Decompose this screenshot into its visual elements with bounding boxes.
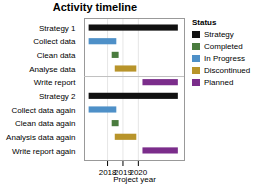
svg-text:Clean data: Clean data [37, 51, 76, 60]
svg-text:Analysis data again: Analysis data again [6, 133, 75, 142]
svg-text:Collect data: Collect data [33, 37, 76, 46]
svg-text:Strategy 1: Strategy 1 [39, 24, 76, 33]
html-text:Completed: Completed [204, 42, 243, 51]
svg-text:2018: 2018 [98, 168, 117, 178]
html-text:Planned: Planned [204, 78, 234, 87]
svg-text:Strategy 2: Strategy 2 [39, 92, 76, 101]
html-text:Activity timeline: Activity timeline [52, 1, 138, 13]
svg-text:Collect data again: Collect data again [11, 106, 75, 115]
svg-text:Analyse data: Analyse data [29, 65, 76, 74]
svg-text:Write report again: Write report again [12, 147, 75, 156]
html-text:Discontinued: Discontinued [204, 66, 251, 75]
html-text:Strategy: Strategy [204, 30, 234, 39]
svg-text:2020: 2020 [129, 168, 148, 178]
html-text:Status: Status [192, 18, 217, 27]
svg-text:Clean data again: Clean data again [15, 119, 76, 128]
svg-text:Project year: Project year [113, 175, 156, 184]
html-text:In Progress: In Progress [204, 54, 245, 63]
svg-text:Write report: Write report [34, 78, 76, 87]
